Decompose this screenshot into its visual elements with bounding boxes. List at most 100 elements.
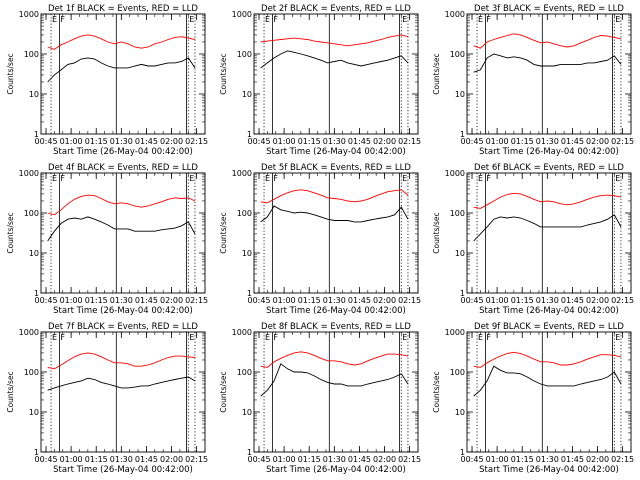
x-tick-label: 01:15 bbox=[85, 455, 108, 464]
x-tick-label: 02:00 bbox=[586, 137, 609, 146]
y-tick-label: 1000 bbox=[19, 169, 39, 178]
y-axis-label: Counts/sec bbox=[219, 371, 228, 412]
y-tick-label: 10 bbox=[455, 408, 465, 417]
x-tick-label: 01:15 bbox=[298, 455, 321, 464]
series-line-lld bbox=[260, 189, 409, 204]
x-tick-label: 01:15 bbox=[511, 296, 534, 305]
x-tick-label: 00:45 bbox=[34, 137, 57, 146]
y-tick-label: 100 bbox=[237, 209, 252, 218]
x-tick-label: 00:45 bbox=[34, 455, 57, 464]
y-tick-label: 100 bbox=[24, 368, 39, 377]
y-axis-label: Counts/sec bbox=[432, 212, 441, 253]
event-marker-label: E bbox=[265, 15, 270, 24]
x-tick-label: 02:00 bbox=[373, 296, 396, 305]
x-tick-label: 02:15 bbox=[398, 296, 421, 305]
x-tick-label: 01:15 bbox=[298, 296, 321, 305]
x-tick-label: 02:15 bbox=[611, 455, 634, 464]
y-tick-label: 1 bbox=[460, 130, 465, 139]
event-marker-label: F bbox=[486, 333, 491, 342]
x-tick-label: 01:00 bbox=[60, 137, 83, 146]
x-tick-label: 02:15 bbox=[611, 137, 634, 146]
y-tick-label: 10 bbox=[29, 249, 39, 258]
x-tick-label: 01:00 bbox=[273, 137, 296, 146]
x-tick-label: 00:45 bbox=[460, 137, 483, 146]
y-axis-label: Counts/sec bbox=[219, 53, 228, 94]
y-tick-label: 1 bbox=[34, 130, 39, 139]
detector-panel: Det 6f BLACK = Events, RED = LLD 1 10 100 10… bbox=[432, 163, 634, 316]
x-tick-label: 01:45 bbox=[561, 296, 584, 305]
x-tick-label: 00:45 bbox=[460, 455, 483, 464]
event-marker-label: E bbox=[265, 174, 270, 183]
detector-panel: Det 2f BLACK = Events, RED = LLD 1 10 100 10… bbox=[219, 4, 421, 157]
x-tick-label: 01:00 bbox=[60, 296, 83, 305]
event-marker-label: F bbox=[60, 174, 65, 183]
x-tick-label: 01:30 bbox=[536, 455, 559, 464]
x-tick-label: 01:00 bbox=[273, 455, 296, 464]
x-tick-label: 01:15 bbox=[85, 137, 108, 146]
x-tick-label: 01:45 bbox=[135, 137, 158, 146]
y-tick-label: 1 bbox=[34, 289, 39, 298]
plot-frame bbox=[40, 331, 206, 453]
y-tick-label: 1000 bbox=[445, 328, 465, 337]
y-tick-label: 1000 bbox=[232, 328, 252, 337]
detector-panel: Det 8f BLACK = Events, RED = LLD 1 10 100 10… bbox=[219, 322, 421, 475]
y-tick-label: 100 bbox=[237, 50, 252, 59]
y-axis-label: Counts/sec bbox=[432, 371, 441, 412]
plot-frame bbox=[40, 172, 206, 294]
y-tick-label: 100 bbox=[237, 368, 252, 377]
x-tick-label: 02:00 bbox=[160, 137, 183, 146]
event-marker-label: E bbox=[478, 15, 483, 24]
y-tick-label: 1000 bbox=[445, 10, 465, 19]
y-tick-label: 10 bbox=[29, 90, 39, 99]
x-tick-label: 01:45 bbox=[135, 296, 158, 305]
y-tick-label: 1000 bbox=[19, 10, 39, 19]
x-axis-label: Start Time (26-May-04 00:42:00) bbox=[266, 306, 406, 316]
panel-title: Det 4f BLACK = Events, RED = LLD bbox=[48, 163, 198, 173]
x-tick-label: 01:15 bbox=[511, 137, 534, 146]
x-tick-label: 02:00 bbox=[373, 455, 396, 464]
x-axis-label: Start Time (26-May-04 00:42:00) bbox=[479, 465, 619, 475]
detector-panel: Det 5f BLACK = Events, RED = LLD 1 10 100 10… bbox=[219, 163, 421, 316]
plot-frame bbox=[40, 13, 206, 135]
event-marker-label: E bbox=[478, 333, 483, 342]
x-tick-label: 02:15 bbox=[185, 455, 208, 464]
plot-frame bbox=[466, 331, 632, 453]
x-tick-label: 02:15 bbox=[398, 455, 421, 464]
series-line-events bbox=[260, 205, 409, 223]
y-tick-label: 10 bbox=[455, 90, 465, 99]
y-tick-label: 10 bbox=[29, 408, 39, 417]
event-marker-label: E bbox=[402, 15, 407, 24]
x-tick-label: 01:30 bbox=[110, 296, 133, 305]
y-axis-label: Counts/sec bbox=[6, 53, 15, 94]
panel-title: Det 9f BLACK = Events, RED = LLD bbox=[474, 322, 624, 332]
y-tick-label: 1 bbox=[34, 448, 39, 457]
x-tick-label: 01:45 bbox=[348, 296, 371, 305]
y-tick-label: 10 bbox=[242, 90, 252, 99]
event-marker-label: F bbox=[60, 15, 65, 24]
x-tick-label: 00:45 bbox=[247, 296, 270, 305]
y-tick-label: 1000 bbox=[232, 169, 252, 178]
y-tick-label: 100 bbox=[24, 209, 39, 218]
x-axis-label: Start Time (26-May-04 00:42:00) bbox=[479, 147, 619, 157]
event-marker-label: E bbox=[402, 174, 407, 183]
x-tick-label: 01:30 bbox=[323, 137, 346, 146]
y-tick-label: 10 bbox=[242, 408, 252, 417]
series-line-events bbox=[47, 57, 196, 83]
x-axis-label: Start Time (26-May-04 00:42:00) bbox=[53, 465, 193, 475]
y-tick-label: 10 bbox=[242, 249, 252, 258]
x-tick-label: 00:45 bbox=[460, 296, 483, 305]
x-axis-label: Start Time (26-May-04 00:42:00) bbox=[53, 147, 193, 157]
y-tick-label: 1000 bbox=[19, 328, 39, 337]
y-tick-label: 100 bbox=[450, 368, 465, 377]
plot-frame bbox=[253, 13, 419, 135]
series-line-lld bbox=[260, 351, 409, 368]
series-line-lld bbox=[47, 34, 196, 50]
x-tick-label: 01:15 bbox=[511, 455, 534, 464]
series-line-events bbox=[47, 376, 196, 391]
y-axis-label: Counts/sec bbox=[6, 371, 15, 412]
panel-title: Det 5f BLACK = Events, RED = LLD bbox=[261, 163, 411, 173]
x-tick-label: 00:45 bbox=[34, 296, 57, 305]
x-tick-label: 02:15 bbox=[185, 296, 208, 305]
x-axis-label: Start Time (26-May-04 00:42:00) bbox=[479, 306, 619, 316]
panel-title: Det 1f BLACK = Events, RED = LLD bbox=[48, 4, 198, 14]
